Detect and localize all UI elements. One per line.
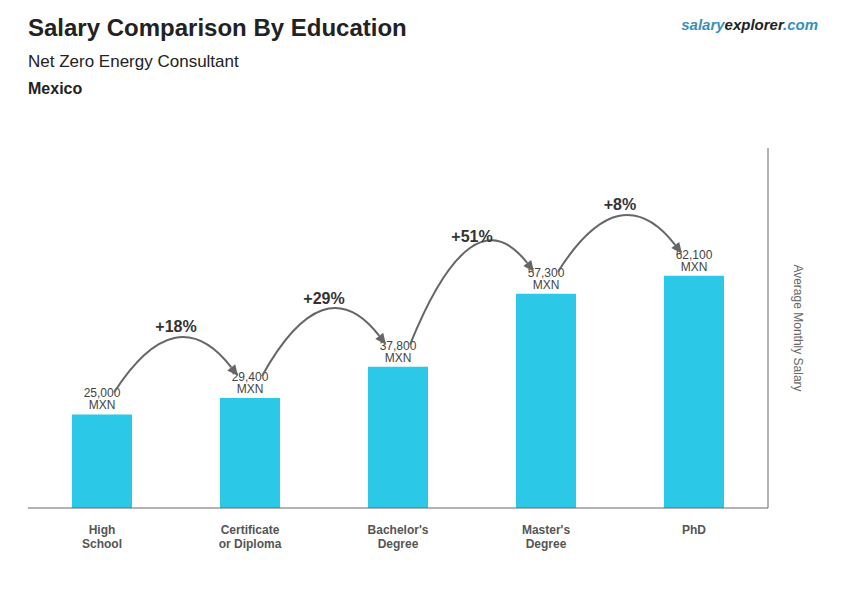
html-text:37,800: 37,800 xyxy=(379,338,417,353)
html-text:62,100: 62,100 xyxy=(675,247,713,262)
svg-text:+29%: +29% xyxy=(303,290,344,307)
svg-text:+51%: +51% xyxy=(451,228,492,245)
svg-text:Master'sDegree: Master'sDegree xyxy=(522,523,571,551)
svg-text:PhD: PhD xyxy=(682,523,706,537)
svg-text:HighSchool: HighSchool xyxy=(82,523,122,551)
html-text:57,300: 57,300 xyxy=(527,265,565,280)
svg-text:Certificateor Diploma: Certificateor Diploma xyxy=(219,523,282,551)
svg-text:+18%: +18% xyxy=(155,318,196,335)
html-text:Salary Comparison By Education: Salary Comparison By Education xyxy=(28,14,407,41)
html-text:MXN: MXN xyxy=(532,277,560,292)
html-text:salary explorer.com: salary explorer.com xyxy=(681,16,818,33)
html-text:MXN: MXN xyxy=(384,350,412,365)
svg-text:Bachelor'sDegree: Bachelor'sDegree xyxy=(368,523,429,551)
html-text:Net Zero Energy Consultant: Net Zero Energy Consultant xyxy=(28,52,239,71)
html-text:Mexico: Mexico xyxy=(28,80,83,97)
html-text:29,400: 29,400 xyxy=(231,370,269,384)
html-text:MXN: MXN xyxy=(680,259,708,274)
svg-text:Average Monthly Salary: Average Monthly Salary xyxy=(791,264,805,391)
svg-text:+8%: +8% xyxy=(604,196,636,213)
html-text:MXN: MXN xyxy=(236,382,264,396)
html-text:25,000: 25,000 xyxy=(83,386,121,401)
html-text:MXN: MXN xyxy=(88,398,116,413)
